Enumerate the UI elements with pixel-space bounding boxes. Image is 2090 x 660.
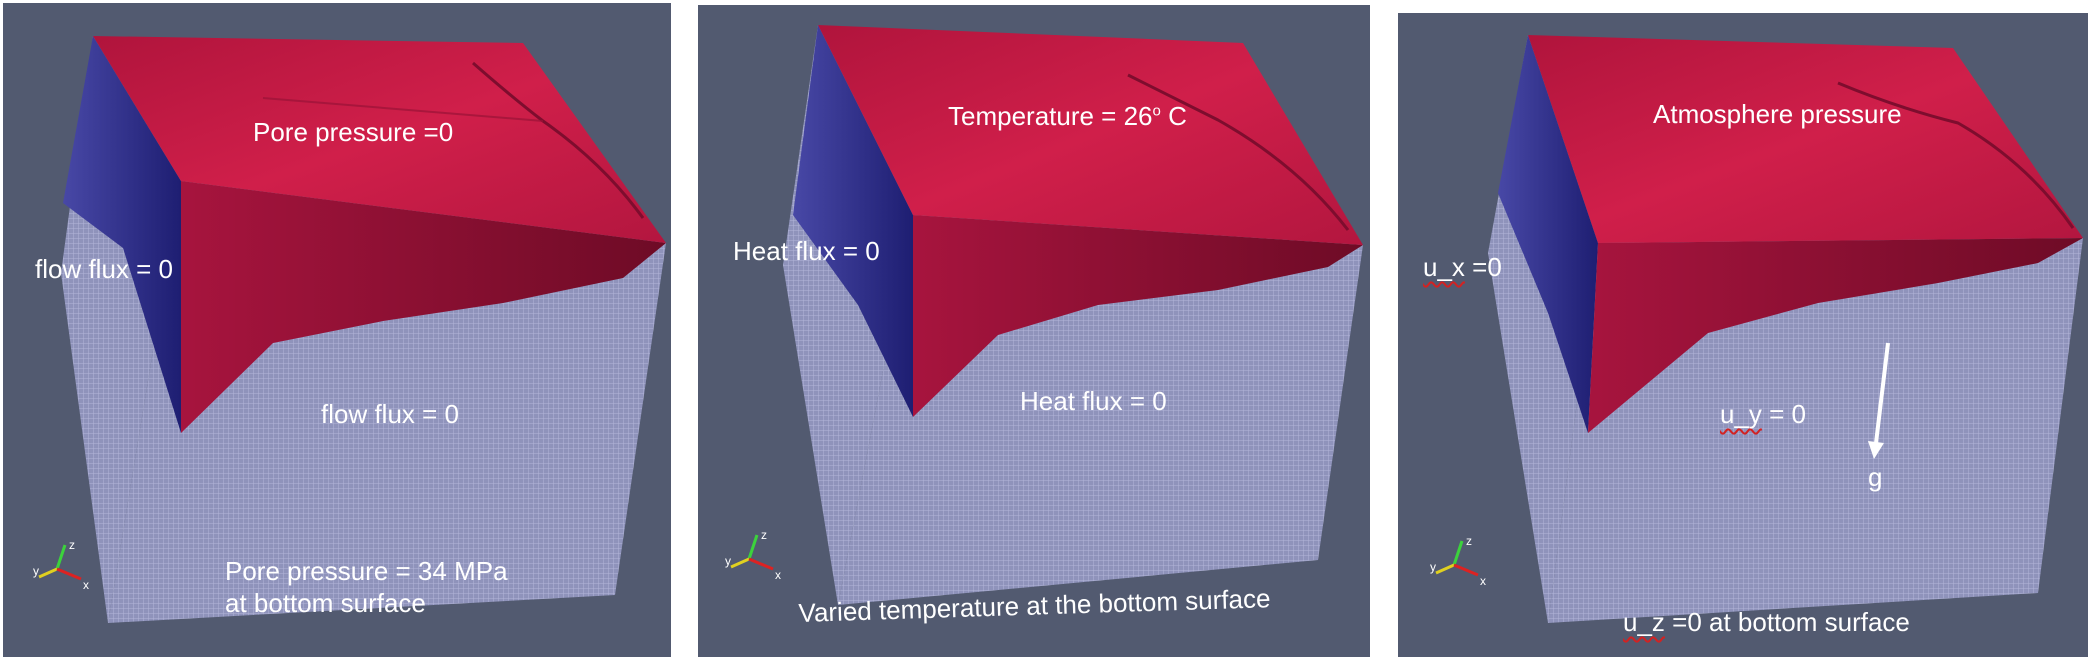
bottom-var: u_z: [1623, 607, 1665, 637]
top-label-text: Temperature = 26: [948, 101, 1153, 131]
panel-temperature: Temperature = 26o C Heat flux = 0 Heat f…: [698, 5, 1370, 657]
bottom-boundary-label: u_z =0 at bottom surface: [1623, 606, 1910, 639]
top-boundary-label: Atmosphere pressure: [1653, 99, 1902, 129]
axis-x-label: x: [1480, 574, 1486, 588]
orientation-axes-icon: z y x: [33, 538, 89, 592]
axis-z-label: z: [69, 538, 75, 552]
left-face-red: [1498, 35, 1598, 433]
side-boundary-label: u_x =0: [1423, 251, 1502, 284]
axis-x-label: x: [83, 578, 89, 592]
front-var: u_y: [1720, 399, 1762, 429]
top-boundary-label: Temperature = 26o C: [948, 100, 1187, 133]
cube-render: [783, 25, 1363, 605]
orientation-axes-icon: z y x: [725, 528, 781, 582]
side-rest: =0: [1464, 252, 1502, 282]
cube-render: [61, 36, 666, 623]
axis-z-label: z: [761, 528, 767, 542]
axis-z-label: z: [1466, 534, 1472, 548]
front-boundary-label: u_y = 0: [1720, 398, 1806, 431]
surface-ridge: [1127, 73, 1350, 231]
degree-sup: o: [1152, 102, 1161, 120]
side-boundary-label: flow flux = 0: [35, 254, 174, 284]
axis-y-label: y: [1430, 560, 1436, 574]
surface-ridge: [1837, 81, 2075, 229]
top-face: [818, 25, 1363, 245]
panel-pore-pressure: Pore pressure =0 flow flux = 0 flow flux…: [3, 3, 671, 657]
front-face-red: [181, 181, 666, 433]
top-face: [93, 36, 666, 243]
bottom-boundary-label-line2: at bottom surface: [225, 588, 426, 618]
cube-render: [1488, 35, 2083, 623]
axis-x-label: x: [775, 568, 781, 582]
left-face-red: [793, 25, 913, 417]
bottom-boundary-label-line1: Pore pressure = 34 MPa: [225, 556, 508, 586]
axis-y-label: y: [725, 554, 731, 568]
side-boundary-label: Heat flux = 0: [733, 236, 880, 266]
side-var: u_x: [1423, 252, 1465, 282]
top-boundary-label: Pore pressure =0: [253, 117, 454, 147]
left-face-red: [63, 36, 181, 433]
surface-ridge: [472, 61, 645, 219]
panel-displacement: Atmosphere pressure u_x =0 u_y = 0 g u_z…: [1398, 13, 2088, 657]
front-rest: = 0: [1761, 399, 1807, 429]
front-face-red: [1588, 238, 2083, 433]
front-boundary-label: flow flux = 0: [321, 399, 460, 429]
top-face: [1528, 35, 2083, 243]
front-face-red: [913, 215, 1363, 417]
surface-crease: [262, 97, 544, 122]
gravity-arrow-icon: [1868, 342, 1890, 459]
front-boundary-label: Heat flux = 0: [1020, 386, 1167, 416]
orientation-axes-icon: z y x: [1430, 534, 1486, 588]
top-label-unit: C: [1160, 101, 1187, 131]
axis-y-label: y: [33, 564, 39, 578]
gravity-label: g: [1868, 462, 1883, 492]
bottom-rest: =0 at bottom surface: [1664, 607, 1910, 637]
